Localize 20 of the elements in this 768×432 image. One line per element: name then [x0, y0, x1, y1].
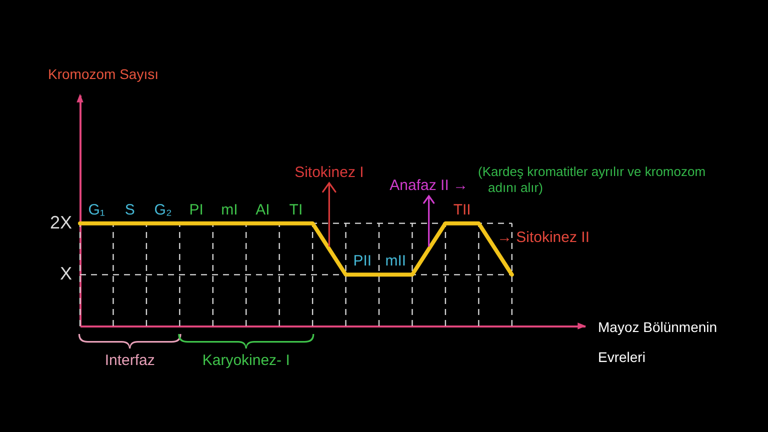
ref-line-label: 2X: [50, 212, 72, 232]
text: S: [124, 201, 135, 218]
text: Kromozom Sayısı: [48, 66, 158, 82]
text: PI: [189, 201, 204, 218]
text: Sitokinez I: [294, 164, 364, 181]
annotation: PII: [353, 252, 372, 270]
text: TII: [453, 201, 471, 218]
text: Mayoz Bölünmenin Evreleri: [598, 319, 718, 365]
text: Interfaz: [104, 352, 155, 369]
text: AI: [256, 201, 270, 218]
annotation: mII: [385, 252, 406, 270]
text: (Kardeş kromatitler ayrılır ve kromozom adını alır): [478, 164, 706, 195]
annotation: → Sitokinez II: [496, 229, 590, 246]
text: TI: [289, 201, 303, 218]
text: Karyokinez- I: [202, 352, 290, 369]
text: mI: [221, 201, 238, 218]
ref-line-label: X: [60, 264, 72, 284]
text: Anafaz II →: [390, 177, 468, 194]
text: G₂: [154, 201, 172, 218]
text: G₁: [88, 201, 105, 218]
